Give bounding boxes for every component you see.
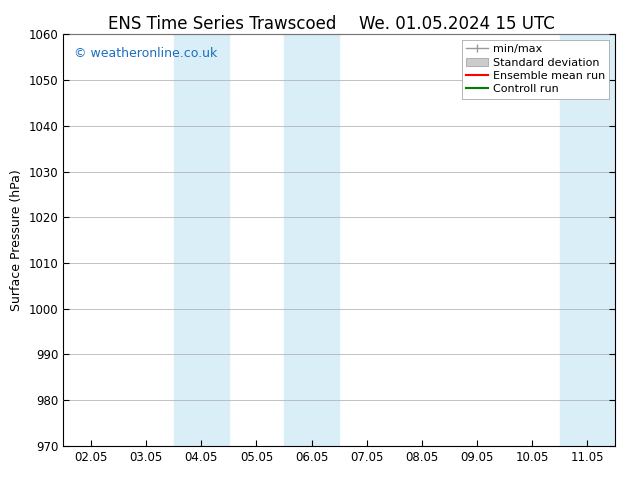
Bar xyxy=(174,34,229,446)
Bar xyxy=(560,34,615,446)
Text: ENS Time Series Trawscoed: ENS Time Series Trawscoed xyxy=(108,15,336,33)
Legend: min/max, Standard deviation, Ensemble mean run, Controll run: min/max, Standard deviation, Ensemble me… xyxy=(462,40,609,99)
Y-axis label: Surface Pressure (hPa): Surface Pressure (hPa) xyxy=(10,169,23,311)
Text: © weatheronline.co.uk: © weatheronline.co.uk xyxy=(74,47,217,60)
Bar xyxy=(284,34,339,446)
Text: We. 01.05.2024 15 UTC: We. 01.05.2024 15 UTC xyxy=(359,15,554,33)
